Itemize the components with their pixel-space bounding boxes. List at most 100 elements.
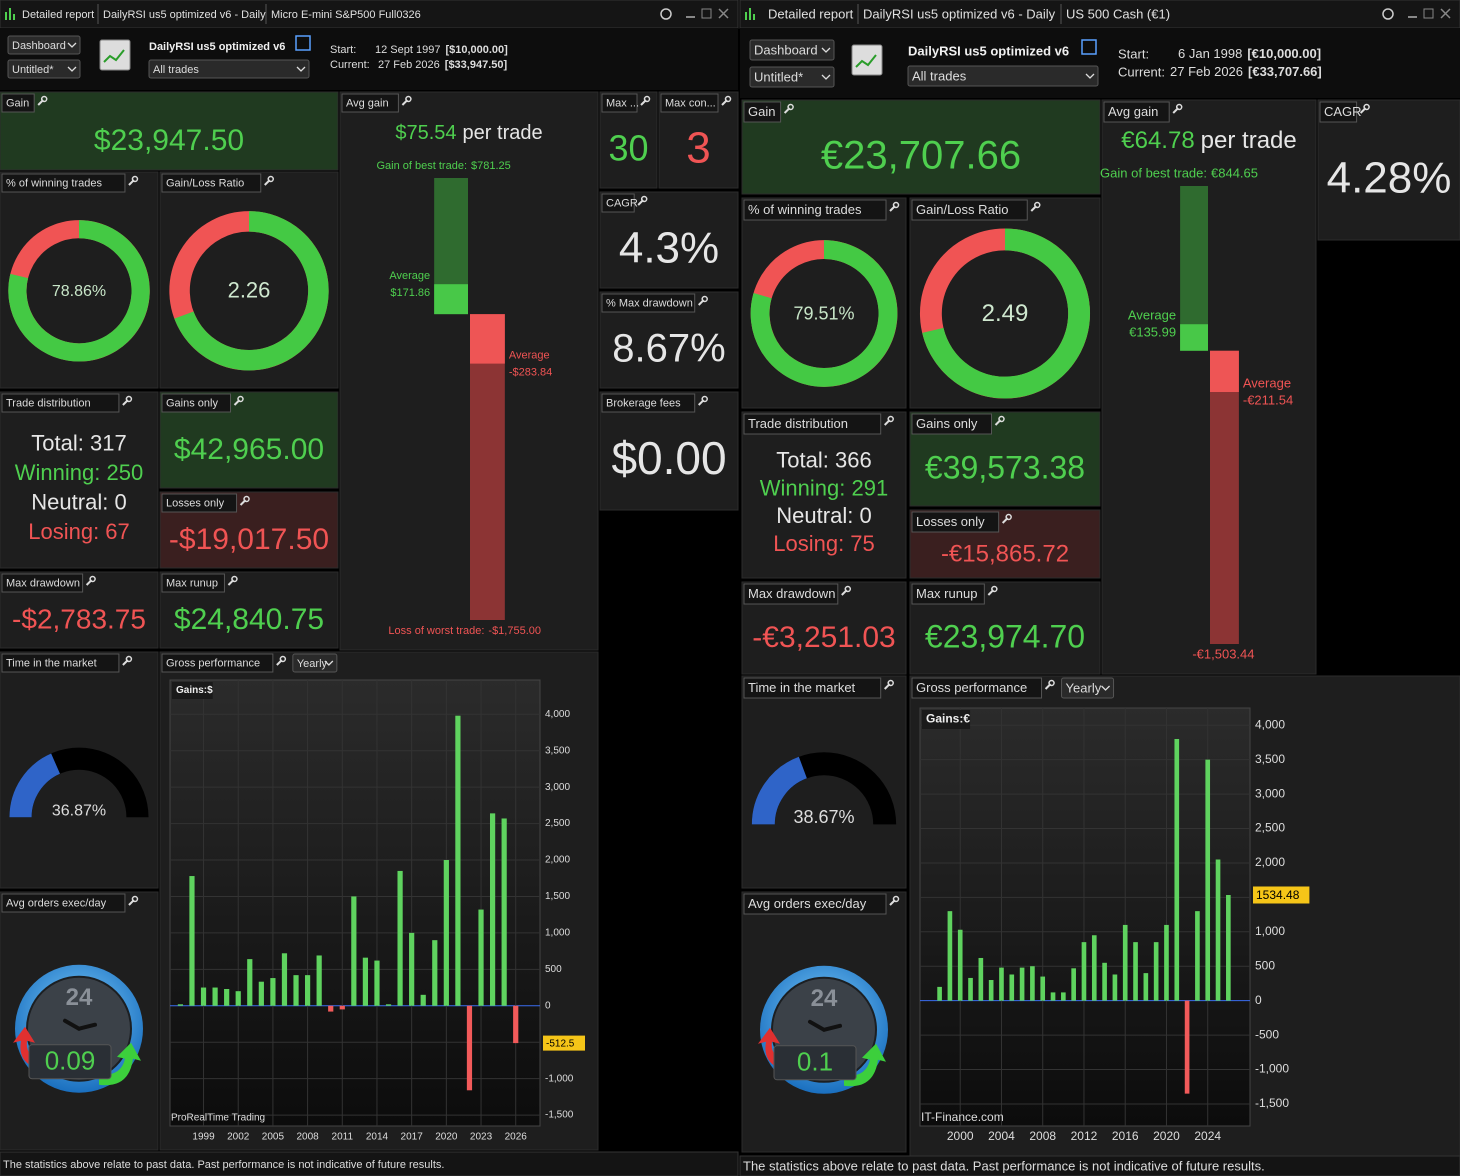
watermark: ProRealTime Trading [171,1113,265,1124]
wrench-head[interactable] [231,575,238,583]
footer-text: The statistics above relate to past data… [743,1158,1265,1173]
wrench-head[interactable] [237,395,244,403]
wrench-head[interactable] [131,175,139,183]
wrench-head[interactable] [991,585,998,593]
wrench-head[interactable] [887,415,894,423]
wrench-head[interactable] [125,395,133,403]
wrench-head[interactable] [131,895,139,903]
view-select[interactable]: Untitled* [7,59,81,79]
gauge-label: 36.87% [52,802,106,819]
bar [281,953,288,1006]
wrench-head[interactable] [724,95,732,103]
tile-title: Avg gain [346,97,389,109]
maximize-button[interactable] [1423,8,1434,19]
wrench-head[interactable] [892,895,900,903]
tile-value: -€3,251.03 [752,621,895,654]
period-select[interactable]: Yearly [292,653,338,673]
y-tick-label: 3,500 [1255,752,1285,766]
trades-filter[interactable]: All trades [907,65,1099,87]
wrench-head[interactable] [701,295,708,303]
wrench-head[interactable] [279,655,287,663]
wrench-head[interactable] [405,95,412,103]
wrench-head[interactable] [892,201,900,209]
wrench-head[interactable] [998,415,1005,423]
tile [1101,99,1317,675]
gauge-label: 38.67% [793,807,854,827]
bar [489,813,496,1006]
wrench-head[interactable] [267,175,274,183]
tile-title: Gains only [166,397,218,409]
share-button[interactable] [1382,8,1394,20]
tile [741,411,907,579]
edit-button[interactable] [1081,39,1097,55]
x-tick-label: 2008 [1029,1129,1056,1143]
axis-label-box [922,710,971,729]
average-label: Average [1128,308,1176,323]
y-tick-label: -1,500 [1255,1096,1289,1110]
tile-title-box [601,293,696,313]
close-button[interactable] [1440,8,1451,19]
bar [177,1004,184,1006]
tile-value: €39,573.38 [925,449,1085,485]
wrench-head[interactable] [1363,103,1370,111]
tile-title-box [601,93,638,113]
share-button[interactable] [660,8,672,20]
wrench-head[interactable] [1005,513,1012,521]
value-marker [543,1035,585,1051]
tile-title: Avg orders exec/day [748,896,867,911]
wrench-head[interactable] [787,103,794,111]
tile-title: Max drawdown [748,586,835,601]
view-select-text: Untitled* [12,64,54,76]
bar [339,1005,345,1010]
close-button[interactable] [718,8,729,19]
x-tick-label: 2005 [262,1132,285,1143]
period-select[interactable]: Yearly [1061,677,1115,699]
wrench-head[interactable] [643,95,651,103]
wrench-head[interactable] [40,95,48,103]
bar [1019,967,1025,1001]
wrench-head[interactable] [89,575,96,583]
edit-button[interactable] [295,35,311,51]
wrench-head[interactable] [125,655,133,663]
wrench-head[interactable] [887,679,894,687]
bar [1164,924,1169,1001]
worst-trade-label-text: Loss of worst trade: [388,625,484,637]
tile-title-box [911,413,992,435]
tab-label: Detailed report [22,9,94,21]
dashboard-select[interactable]: Dashboard [7,35,81,55]
wrench-head[interactable] [640,195,648,203]
minimize-button[interactable] [686,16,695,18]
donut-label: 78.86% [52,283,106,300]
tab-label: DailyRSI us5 optimized v6 - Daily [103,9,266,21]
bar [362,957,369,1006]
tile-title-box [911,511,1000,533]
dashboard-select[interactable]: Dashboard [749,39,835,61]
wrench-head[interactable] [243,495,250,503]
orders-value: 0.09 [45,1046,96,1076]
trades-filter[interactable]: All trades [148,59,310,79]
maximize-button[interactable] [701,8,712,19]
best-bar [1180,186,1208,351]
y-tick-label: 500 [1255,958,1275,972]
minimize-button[interactable] [1408,16,1417,18]
wrench-head[interactable] [701,395,708,403]
distribution-line: Neutral: 0 [31,489,126,514]
tile-title-box [743,413,882,435]
x-tick-label: 2017 [401,1132,424,1143]
y-tick-label: 3,500 [545,745,570,756]
tile-title: % of winning trades [748,202,862,217]
wrench-head[interactable] [1034,201,1041,209]
wrench-head[interactable] [844,585,852,593]
avg-win-bar [434,284,468,315]
wrench-head[interactable] [1175,103,1183,111]
bar [385,1004,392,1006]
tile-title-box [1,573,84,593]
dashboard-select-text: Dashboard [12,40,66,52]
wrench-head[interactable] [1048,679,1055,687]
bar [455,715,461,1006]
value-box [773,1045,857,1081]
view-select[interactable]: Untitled* [749,66,835,88]
x-tick-label: 2016 [1112,1129,1139,1143]
axis-label-box [172,682,213,699]
